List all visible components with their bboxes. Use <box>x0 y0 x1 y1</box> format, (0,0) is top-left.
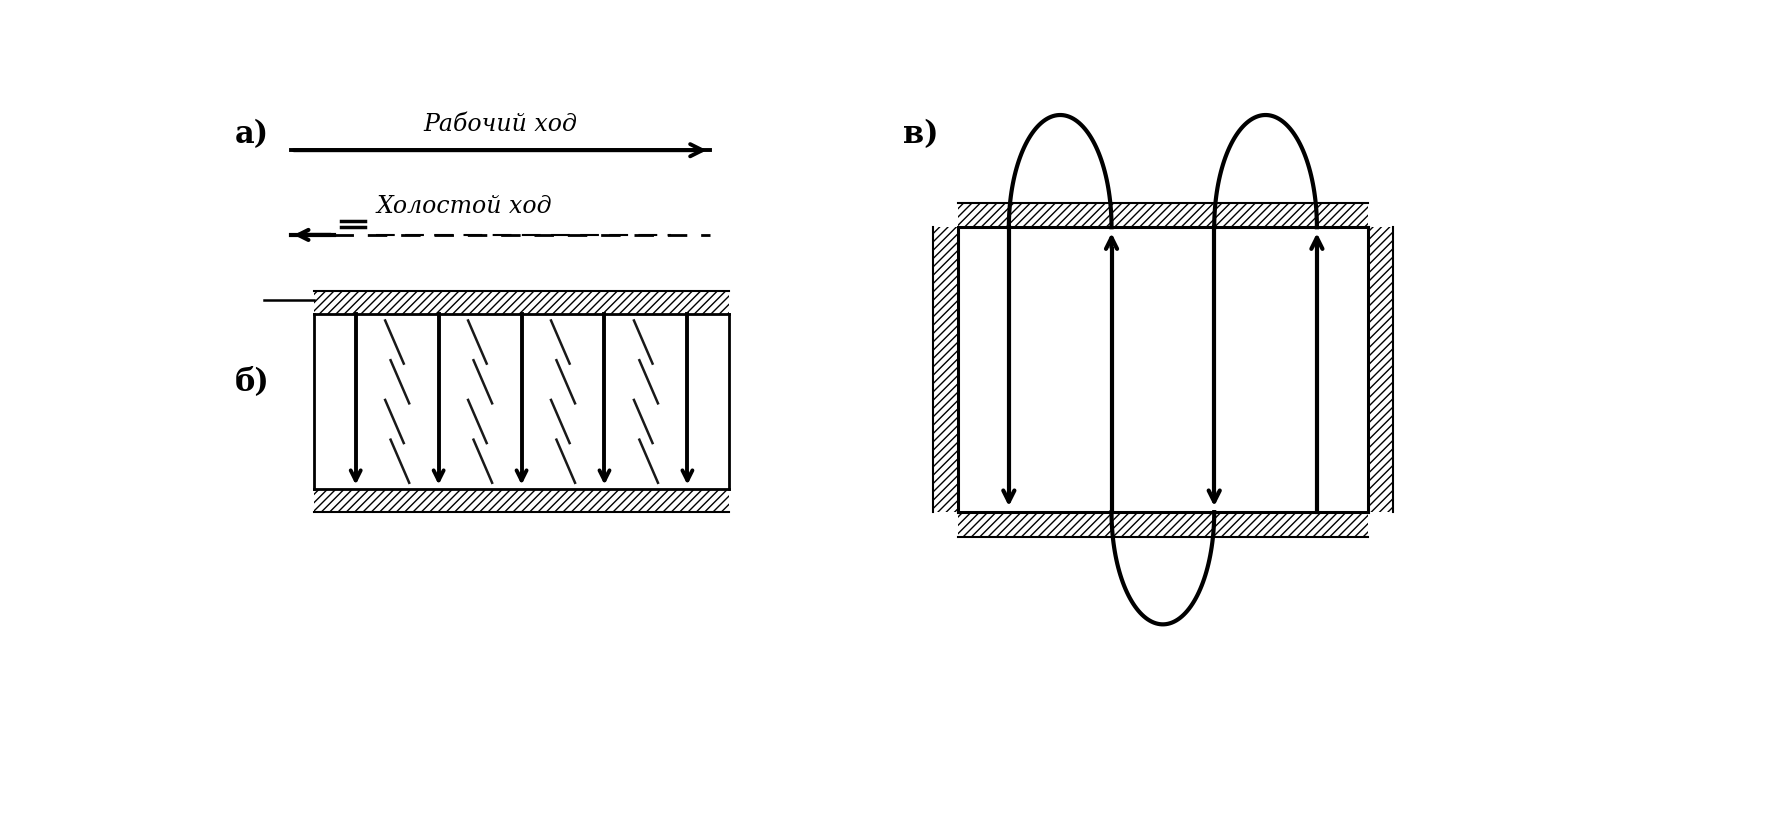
Text: Холостой ход: Холостой ход <box>377 195 552 218</box>
Text: а): а) <box>235 119 269 150</box>
Bar <box>315 489 729 512</box>
Bar <box>958 512 1368 537</box>
Bar <box>958 202 1368 227</box>
Bar <box>1368 227 1393 512</box>
Bar <box>315 291 729 314</box>
Text: в): в) <box>903 119 938 150</box>
Text: б): б) <box>235 366 271 397</box>
Bar <box>933 227 958 512</box>
Text: Рабочий ход: Рабочий ход <box>423 113 577 136</box>
